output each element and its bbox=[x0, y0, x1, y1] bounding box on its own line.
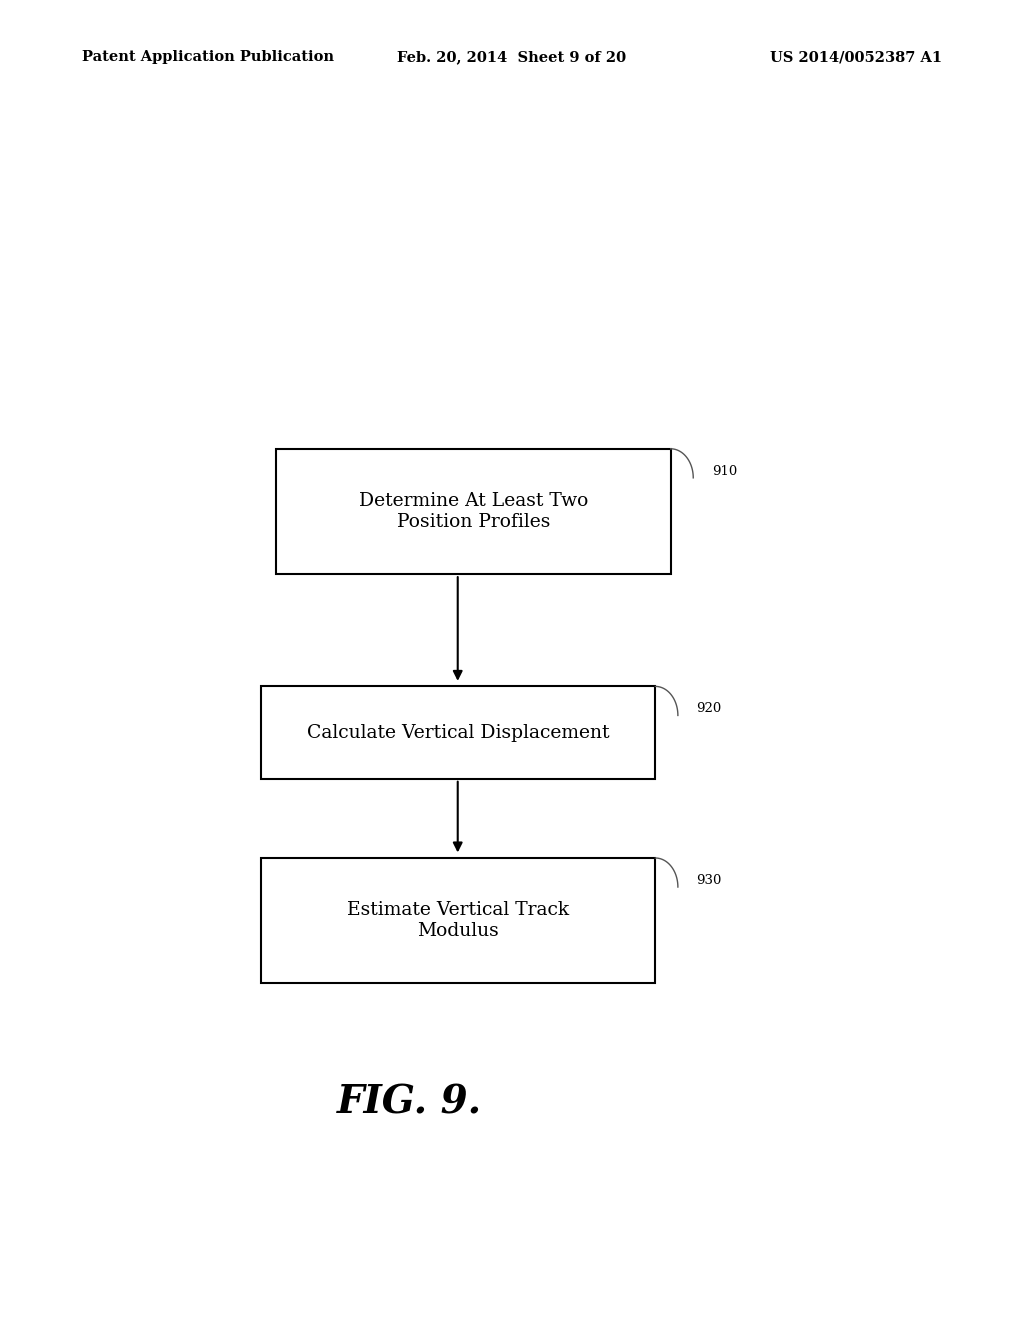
Text: Feb. 20, 2014  Sheet 9 of 20: Feb. 20, 2014 Sheet 9 of 20 bbox=[397, 50, 627, 65]
Text: Estimate Vertical Track
Modulus: Estimate Vertical Track Modulus bbox=[347, 902, 569, 940]
Text: 930: 930 bbox=[696, 874, 722, 887]
Text: 920: 920 bbox=[696, 702, 722, 715]
Bar bbox=[276, 449, 671, 574]
Text: Patent Application Publication: Patent Application Publication bbox=[82, 50, 334, 65]
Text: FIG. 9.: FIG. 9. bbox=[337, 1084, 482, 1121]
Text: Determine At Least Two
Position Profiles: Determine At Least Two Position Profiles bbox=[359, 492, 588, 531]
Text: 910: 910 bbox=[712, 465, 737, 478]
Text: Calculate Vertical Displacement: Calculate Vertical Displacement bbox=[307, 723, 609, 742]
Bar bbox=[261, 858, 655, 983]
Bar bbox=[261, 686, 655, 779]
Text: US 2014/0052387 A1: US 2014/0052387 A1 bbox=[770, 50, 942, 65]
